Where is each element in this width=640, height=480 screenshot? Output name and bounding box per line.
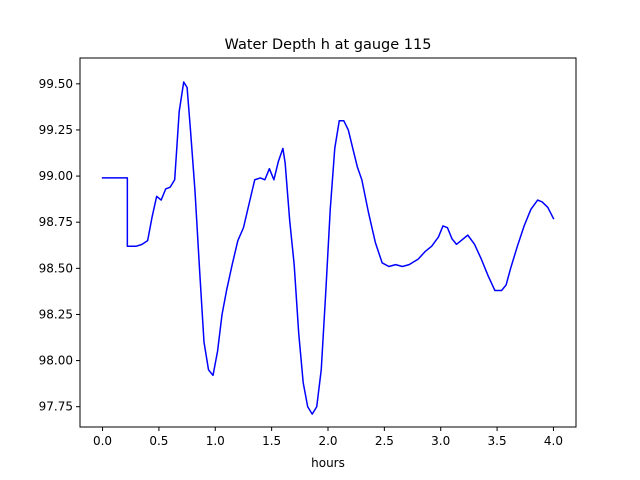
x-tick-label: 2.5 [375,434,394,448]
y-tick-label: 97.75 [39,400,73,414]
chart-title: Water Depth h at gauge 115 [225,37,432,53]
y-tick-label: 99.50 [39,77,73,91]
x-tick-label: 4.0 [544,434,563,448]
series-line-1 [101,81,555,415]
y-tick-label: 98.25 [39,307,73,321]
y-tick-label: 99.25 [39,123,73,137]
y-tick-label: 98.75 [39,215,73,229]
x-tick-label: 0.5 [149,434,168,448]
x-tick-label: 3.0 [431,434,450,448]
x-tick-label: 2.0 [318,434,337,448]
y-tick-label: 99.00 [39,169,73,183]
plot-area: 0.0 0.5 1.0 1.5 2.0 2.5 3.0 3.5 4.0 97.75 98.00 98.… [39,57,577,448]
x-tick-label: 1.0 [206,434,225,448]
y-tick-label: 98.50 [39,261,73,275]
x-axis-label: hours [311,456,345,470]
x-tick-label: 1.5 [262,434,281,448]
x-tick-label: 0.0 [93,434,112,448]
x-tick-label: 3.5 [488,434,507,448]
y-tick-label: 98.00 [39,354,73,368]
